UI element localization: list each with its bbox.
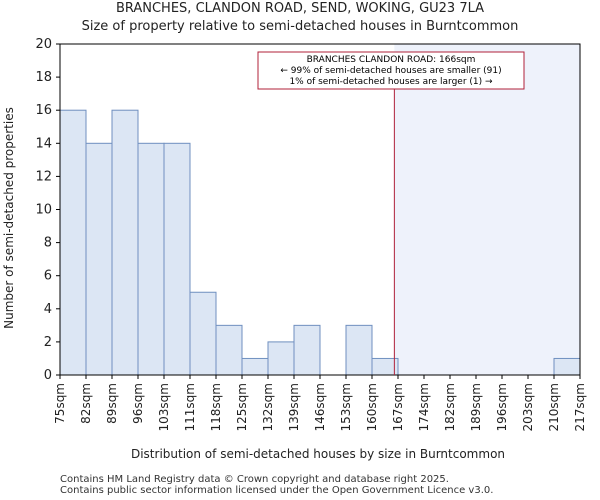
larger-region-shade	[394, 44, 580, 375]
x-tick-label: 146sqm	[313, 383, 327, 431]
x-tick-label: 160sqm	[365, 383, 379, 431]
x-tick-label: 182sqm	[443, 383, 457, 431]
bar-111sqm	[189, 291, 217, 376]
y-tick-label: 14	[35, 136, 52, 151]
bar-96sqm	[137, 142, 165, 376]
x-tick-label: 96sqm	[131, 383, 145, 424]
x-tick-label: 132sqm	[261, 383, 275, 431]
y-tick-label: 18	[35, 70, 52, 85]
chart-subtitle: Size of property relative to semi-detach…	[81, 19, 519, 34]
annotation-line-1: BRANCHES CLANDON ROAD: 166sqm	[307, 55, 476, 65]
y-tick-label: 4	[44, 302, 52, 317]
y-tick-label: 2	[44, 335, 52, 350]
y-tick-label: 12	[35, 169, 52, 184]
x-tick-label: 111sqm	[183, 383, 197, 431]
bars-group	[59, 109, 581, 376]
x-tick-label: 217sqm	[573, 383, 587, 431]
annotation-line-2: ← 99% of semi-detached houses are smalle…	[280, 66, 501, 76]
x-tick-label: 82sqm	[79, 383, 93, 424]
x-tick-label: 203sqm	[521, 383, 535, 431]
x-tick-label: 167sqm	[391, 383, 405, 431]
bar-139sqm	[293, 324, 321, 376]
x-tick-label: 75sqm	[53, 383, 67, 424]
x-tick-label: 210sqm	[547, 383, 561, 431]
x-tick-label: 89sqm	[105, 383, 119, 424]
bar-75sqm	[59, 109, 87, 376]
y-tick-label: 16	[35, 103, 52, 118]
x-tick-label: 118sqm	[209, 383, 223, 431]
x-tick-label: 153sqm	[339, 383, 353, 431]
x-tick-label: 196sqm	[495, 383, 509, 431]
x-tick-label: 189sqm	[469, 383, 483, 431]
y-tick-label: 0	[44, 368, 52, 383]
annotation-line-3: 1% of semi-detached houses are larger (1…	[289, 77, 493, 87]
annotation-box	[257, 51, 525, 90]
x-tick-label: 139sqm	[287, 383, 301, 431]
bar-118sqm	[215, 324, 243, 376]
chart-title: BRANCHES, CLANDON ROAD, SEND, WOKING, GU…	[115, 1, 485, 16]
footer-copyright: Contains HM Land Registry data © Crown c…	[60, 474, 449, 485]
footer-licence: Contains public sector information licen…	[60, 485, 494, 496]
x-tick-label: 174sqm	[417, 383, 431, 431]
y-axis-label: Number of semi-detached properties	[2, 107, 16, 329]
y-tick-label: 10	[35, 203, 52, 218]
bar-89sqm	[111, 109, 139, 376]
bar-153sqm	[345, 324, 373, 376]
y-tick-label: 20	[35, 37, 52, 52]
bar-132sqm	[267, 341, 295, 376]
bar-210sqm	[553, 357, 581, 376]
y-tick-label: 8	[44, 236, 52, 251]
bar-82sqm	[85, 142, 113, 376]
y-tick-label: 6	[44, 269, 52, 284]
x-axis-label: Distribution of semi-detached houses by …	[131, 447, 505, 461]
bar-125sqm	[241, 357, 269, 376]
x-tick-label: 103sqm	[157, 383, 171, 431]
x-tick-label: 125sqm	[235, 383, 249, 431]
x-axis: 75sqm 82sqm 89sqm 96sqm 103sqm 111sqm 118sqm 12…	[53, 375, 587, 431]
histogram-chart: 0 2 4 6 8 10 12 14 16 18 20 75sqm 82sqm 89sqm 96sqm 10…	[2, 37, 587, 461]
y-axis: 0 2 4 6 8 10 12 14 16 18 20	[35, 37, 60, 383]
plot-frame	[59, 43, 581, 376]
bar-103sqm	[163, 142, 191, 376]
